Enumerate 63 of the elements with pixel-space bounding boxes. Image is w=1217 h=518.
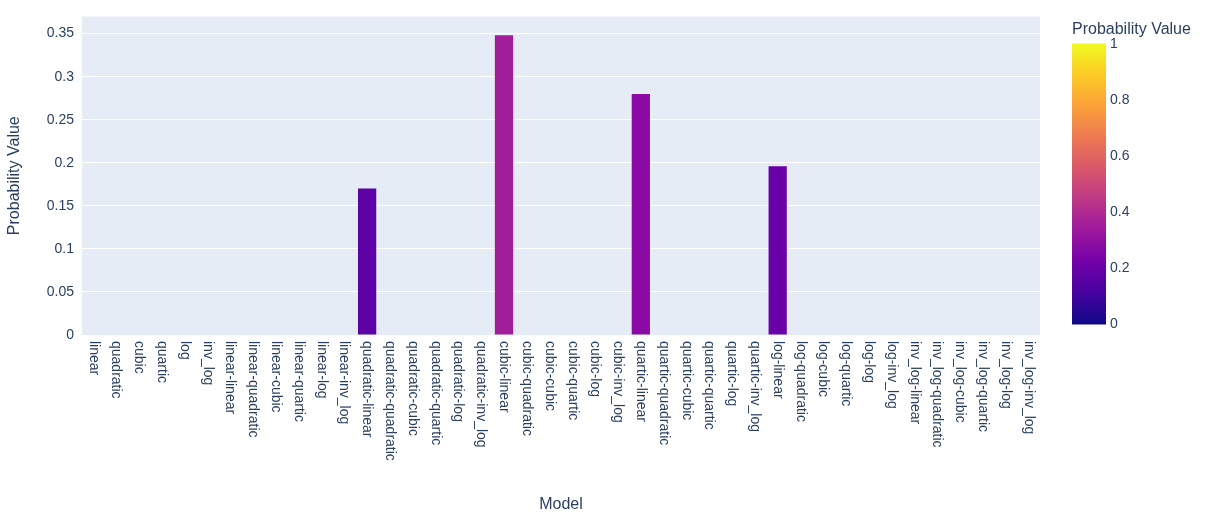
x-tick-label: quartic-quadratic [656,341,673,446]
bar [631,93,650,335]
x-tick-label: cubic-cubic [542,341,559,412]
bar [358,188,377,335]
x-tick-label: linear-log [314,341,331,399]
color-bar-title: Probability Value [1072,20,1191,37]
x-tick-label: log-cubic [816,341,833,398]
x-tick-label: log-log [862,341,879,384]
x-tick-label: linear [86,341,103,376]
x-tick-label: quartic-inv_log [748,341,765,433]
y-tick-label: 0.05 [46,282,75,299]
x-tick-label: quadratic-quartic [428,341,445,446]
y-tick-label: 0 [66,325,75,342]
x-tick-label: quartic-quartic [702,341,719,430]
y-tick-label: 0.2 [54,153,75,170]
y-tick-label: 0.3 [54,67,75,84]
color-bar-label: 0.6 [1110,146,1130,163]
x-tick-label: log-quartic [839,341,856,407]
x-tick-label: inv_log-linear [907,341,924,425]
x-tick-label: inv_log-quadratic [930,341,947,448]
color-bar-label: 1 [1110,34,1118,51]
x-tick-label: quadratic-cubic [405,341,422,436]
x-tick-label: inv_log-cubic [953,341,970,423]
x-tick-label: quadratic [109,341,126,399]
color-bar-label: 0.2 [1110,258,1130,275]
x-tick-label: log [177,341,194,360]
x-tick-label: linear-linear [223,341,240,415]
x-tick-label: quadratic-linear [360,341,377,438]
x-tick-label: log-linear [770,341,787,399]
y-axis-title: Probability Value [5,116,23,236]
x-tick-label: quadratic-log [451,341,468,422]
x-tick-label: cubic-quadratic [519,341,536,436]
y-tick-label: 0.15 [46,196,75,213]
x-tick-label: cubic-inv_log [611,341,628,423]
x-tick-label: quadratic-inv_log [474,341,491,448]
bar [768,166,787,335]
x-tick-label: linear-quartic [291,341,308,422]
x-tick-label: inv_log-quartic [976,341,993,433]
x-tick-label: inv_log-inv_log [1021,341,1038,435]
x-tick-label: linear-inv_log [337,341,354,425]
x-axis-title: Model [539,495,583,513]
x-tick-label: inv_log [200,341,217,386]
y-tick-label: 0.25 [46,110,75,127]
x-tick-label: quartic-cubic [679,341,696,421]
color-bar-label: 0.4 [1110,202,1130,219]
color-bar-label: 0.8 [1110,90,1130,107]
y-tick-label: 0.35 [46,24,75,41]
y-tick-label: 0.1 [54,239,75,256]
x-tick-label: cubic-linear [497,341,514,413]
x-tick-label: cubic-log [588,341,605,398]
x-tick-label: log-inv_log [884,341,901,409]
x-tick-label: log-quadratic [793,341,810,422]
x-tick-label: linear-cubic [269,341,286,413]
x-tick-label: linear-quadratic [246,341,263,438]
x-tick-label: quartic-linear [633,341,650,423]
x-tick-label: quadratic-quadratic [383,341,400,461]
x-tick-label: inv_log-log [998,341,1015,409]
x-tick-label: cubic [132,341,149,374]
x-tick-label: quartic [154,341,171,384]
bar [494,35,514,335]
x-tick-label: quartic-log [725,341,742,407]
x-tick-label: cubic-quartic [565,341,582,421]
color-bar-label: 0 [1110,314,1118,331]
